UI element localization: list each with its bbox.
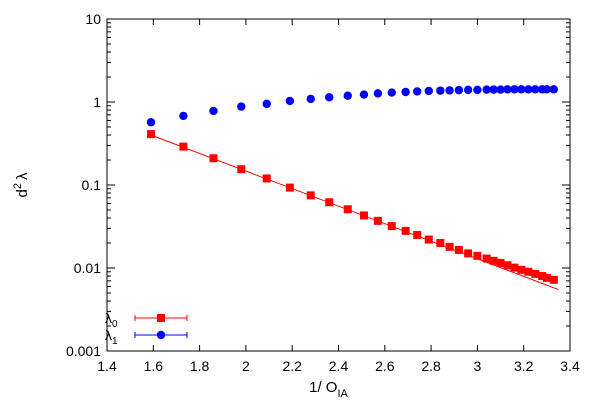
data-point-series-1 — [482, 85, 491, 94]
data-point-series-0 — [237, 165, 246, 174]
x-tick-label: 1.4 — [97, 358, 117, 374]
data-point-series-0 — [262, 174, 271, 183]
data-point-series-1 — [436, 86, 445, 95]
data-point-series-1 — [387, 88, 396, 97]
x-tick-label: 1.8 — [190, 358, 210, 374]
data-point-series-1 — [454, 85, 464, 95]
x-tick-label: 3 — [474, 358, 482, 374]
data-point-series-1 — [496, 85, 505, 94]
data-point-series-1 — [503, 85, 512, 94]
data-point-series-0 — [209, 154, 218, 163]
x-tick-label: 3.4 — [560, 358, 580, 374]
y-tick-label: 0.01 — [74, 260, 101, 276]
data-point-series-1 — [517, 85, 526, 94]
data-point-series-1 — [542, 85, 552, 94]
legend-label-series-0: λ0 — [105, 310, 118, 330]
data-point-series-0 — [531, 269, 540, 278]
data-point-series-1 — [325, 93, 334, 102]
data-point-series-0 — [517, 265, 526, 274]
data-point-series-1 — [524, 85, 533, 94]
data-point-series-1 — [373, 89, 383, 98]
x-tick-label: 2.2 — [282, 358, 302, 374]
data-point-series-0 — [482, 254, 491, 263]
y-tick-label: 10 — [85, 11, 101, 27]
data-point-series-0 — [524, 267, 533, 276]
data-point-series-1 — [510, 85, 519, 94]
y-axis-title: d2 λ — [12, 172, 31, 197]
data-point-series-0 — [179, 142, 188, 151]
data-point-series-0 — [387, 222, 396, 231]
data-point-series-0 — [454, 245, 463, 254]
data-point-series-1 — [463, 85, 473, 95]
data-point-series-1 — [343, 91, 352, 100]
y-tick-label: 1 — [93, 94, 101, 110]
y-tick-label: 0.001 — [66, 343, 101, 359]
data-point-series-1 — [237, 102, 246, 111]
data-point-series-0 — [373, 216, 382, 225]
data-point-series-0 — [464, 249, 473, 258]
data-point-series-1 — [306, 94, 315, 104]
legend-label-main: λ — [105, 310, 112, 326]
data-point-series-0 — [542, 273, 551, 282]
x-tick-label: 1.6 — [144, 358, 164, 374]
x-axis-title-main: 1/ O — [309, 379, 337, 396]
data-point-series-0 — [496, 258, 505, 267]
data-point-series-1 — [179, 111, 188, 121]
y-tick-label: 0.1 — [82, 177, 102, 193]
data-point-series-1 — [209, 106, 218, 116]
axes-layer: 1.4 1.6 1.8 2 2.2 2.4 2.6 2.8 3 3.2 3.4 0.001 0.01 0.… — [12, 11, 580, 400]
data-point-series-0 — [306, 191, 315, 200]
y-axis-title-symbol: λ — [14, 172, 31, 180]
data-point-series-0 — [424, 235, 433, 244]
data-point-series-1 — [489, 85, 498, 94]
data-point-series-0 — [473, 251, 482, 260]
data-point-series-0 — [285, 183, 294, 192]
data-point-series-0 — [401, 226, 410, 235]
data-point-series-0 — [510, 263, 519, 272]
data-point-series-1 — [285, 96, 295, 106]
legend-label-main: λ — [105, 327, 112, 343]
data-point-series-1 — [413, 87, 422, 96]
data-point-series-1 — [424, 86, 433, 96]
data-point-series-0 — [489, 256, 498, 265]
legend-marker-series-1 — [156, 330, 166, 340]
data-point-series-1 — [549, 85, 558, 94]
data-point-series-0 — [538, 272, 547, 281]
x-tick-label: 2 — [242, 358, 250, 374]
legend-marker-series-0 — [157, 314, 165, 322]
data-point-series-1 — [401, 87, 410, 97]
data-point-series-1 — [359, 90, 369, 99]
x-tick-label: 2.4 — [329, 358, 349, 374]
x-tick-label: 3.2 — [514, 358, 534, 374]
legend-label-subscript: 1 — [112, 336, 118, 347]
data-point-series-0 — [359, 211, 368, 220]
x-axis-title-subscript: IA — [337, 388, 348, 400]
data-point-series-0 — [436, 239, 445, 248]
data-point-series-1 — [473, 85, 482, 95]
x-tick-label: 2.6 — [375, 358, 395, 374]
y-axis-title-superscript: 2 — [12, 183, 24, 189]
data-point-series-0 — [146, 130, 155, 139]
data-point-series-1 — [146, 118, 156, 127]
data-point-series-0 — [549, 275, 558, 284]
x-tick-label: 2.8 — [421, 358, 441, 374]
data-point-series-0 — [503, 261, 512, 270]
data-point-series-1 — [445, 86, 454, 95]
data-point-series-0 — [413, 230, 422, 239]
data-point-series-0 — [325, 198, 334, 207]
plot-layer — [146, 85, 559, 291]
legend-label-subscript: 0 — [112, 319, 118, 330]
data-point-series-1 — [531, 85, 540, 94]
legend-label-series-1: λ1 — [105, 327, 118, 347]
plot-frame — [106, 18, 571, 352]
x-axis-title: 1/ OIA — [309, 379, 348, 400]
data-point-series-0 — [343, 205, 352, 214]
data-point-series-0 — [445, 242, 454, 251]
data-point-series-1 — [262, 99, 271, 109]
y-axis-title-main: d — [14, 189, 31, 197]
